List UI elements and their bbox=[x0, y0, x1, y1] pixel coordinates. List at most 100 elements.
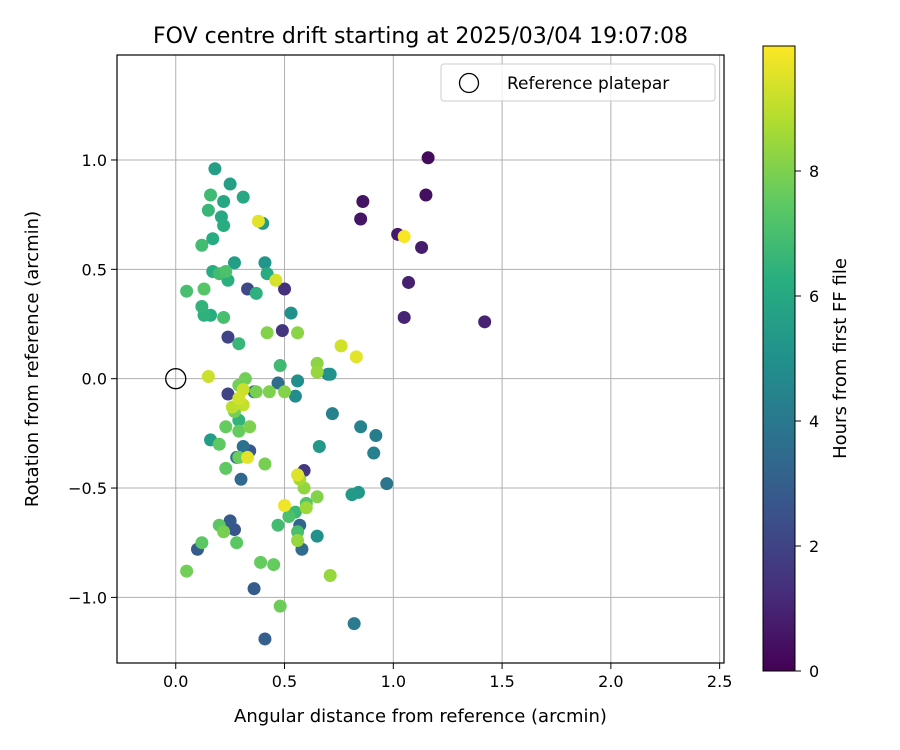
scatter-point bbox=[230, 536, 244, 550]
scatter-point bbox=[299, 501, 313, 515]
scatter-point bbox=[236, 439, 250, 453]
colorbar-tick-label: 4 bbox=[809, 412, 819, 431]
colorbar-tick-label: 0 bbox=[809, 662, 819, 681]
data-points bbox=[180, 151, 492, 646]
scatter-point bbox=[275, 324, 289, 338]
legend: Reference platepar bbox=[440, 63, 716, 102]
x-tick-label: 1.5 bbox=[489, 672, 514, 691]
scatter-point bbox=[258, 632, 272, 646]
scatter-point bbox=[249, 385, 263, 399]
scatter-point bbox=[251, 214, 265, 228]
scatter-point bbox=[354, 420, 368, 434]
scatter-point bbox=[415, 240, 429, 254]
scatter-point bbox=[334, 339, 348, 353]
x-axis-ticks: 0.0 0.5 1.0 1.5 2.0 2.5 bbox=[163, 663, 732, 691]
scatter-point bbox=[349, 350, 363, 364]
scatter-point bbox=[232, 424, 246, 438]
scatter-point bbox=[269, 273, 283, 287]
scatter-point bbox=[282, 509, 296, 523]
scatter-point bbox=[223, 177, 237, 191]
y-tick-label: 0.0 bbox=[82, 370, 107, 389]
scatter-point bbox=[397, 310, 411, 324]
scatter-point bbox=[421, 151, 435, 165]
scatter-point bbox=[369, 429, 383, 443]
scatter-point bbox=[273, 359, 287, 373]
legend-box bbox=[440, 63, 716, 102]
scatter-point bbox=[236, 190, 250, 204]
scatter-point bbox=[323, 569, 337, 583]
scatter-point bbox=[288, 389, 302, 403]
legend-marker-icon bbox=[458, 72, 480, 94]
scatter-point bbox=[310, 490, 324, 504]
scatter-point bbox=[223, 514, 237, 528]
scatter-point bbox=[227, 256, 241, 270]
scatter-point bbox=[291, 468, 305, 482]
scatter-point bbox=[201, 369, 215, 383]
grid bbox=[117, 55, 724, 663]
x-tick-label: 1.0 bbox=[381, 672, 406, 691]
scatter-point bbox=[258, 457, 272, 471]
scatter-point bbox=[219, 420, 233, 434]
colorbar-ticks: 0 2 4 6 8 bbox=[795, 162, 819, 681]
scatter-point bbox=[312, 439, 326, 453]
y-tick-label: −0.5 bbox=[68, 479, 107, 498]
scatter-point bbox=[367, 446, 381, 460]
colorbar-label: Hours from first FF file bbox=[830, 258, 851, 459]
y-tick-label: −1.0 bbox=[68, 588, 107, 607]
x-tick-label: 2.0 bbox=[598, 672, 623, 691]
scatter-point bbox=[195, 238, 209, 252]
x-axis-label: Angular distance from reference (arcmin) bbox=[234, 706, 607, 727]
scatter-point bbox=[206, 232, 220, 246]
x-tick-label: 0.5 bbox=[272, 672, 297, 691]
scatter-point bbox=[208, 162, 222, 176]
scatter-point bbox=[380, 477, 394, 491]
scatter-point bbox=[262, 385, 276, 399]
chart-title: FOV centre drift starting at 2025/03/04 … bbox=[153, 24, 688, 49]
scatter-point bbox=[347, 617, 361, 631]
scatter-point bbox=[241, 450, 255, 464]
scatter-point bbox=[219, 265, 233, 279]
scatter-point bbox=[284, 306, 298, 320]
scatter-point bbox=[310, 529, 324, 543]
colorbar-gradient bbox=[762, 45, 796, 672]
colorbar: 0 2 4 6 8 Hours from first FF file bbox=[762, 45, 851, 681]
y-axis-label: Rotation from reference (arcmin) bbox=[22, 211, 43, 507]
colorbar-tick-label: 2 bbox=[809, 537, 819, 556]
scatter-point bbox=[204, 188, 218, 202]
colorbar-tick-label: 8 bbox=[809, 162, 819, 181]
scatter-point bbox=[267, 558, 281, 572]
y-tick-label: 0.5 bbox=[82, 260, 107, 279]
scatter-point bbox=[221, 330, 235, 344]
y-axis-ticks: −1.0 −0.5 0.0 0.5 1.0 bbox=[68, 151, 117, 607]
scatter-point bbox=[217, 195, 231, 209]
scatter-point bbox=[478, 315, 492, 329]
scatter-point bbox=[219, 461, 233, 475]
scatter-point bbox=[238, 372, 252, 386]
scatter-point bbox=[323, 367, 337, 381]
scatter-point bbox=[260, 326, 274, 340]
scatter-point bbox=[419, 188, 433, 202]
scatter-point bbox=[273, 599, 287, 613]
scatter-point bbox=[258, 256, 272, 270]
scatter-point bbox=[249, 286, 263, 300]
scatter-point bbox=[195, 300, 209, 314]
scatter-point bbox=[310, 365, 324, 379]
scatter-point bbox=[325, 407, 339, 421]
scatter-point bbox=[180, 284, 194, 298]
scatter-point bbox=[217, 219, 231, 233]
scatter-point bbox=[232, 337, 246, 351]
scatter-point bbox=[195, 536, 209, 550]
scatter-point bbox=[345, 488, 359, 502]
scatter-point bbox=[278, 499, 292, 513]
scatter-point bbox=[254, 555, 268, 569]
scatter-point bbox=[217, 525, 231, 539]
scatter-point bbox=[217, 310, 231, 324]
scatter-point bbox=[291, 534, 305, 548]
scatter-point bbox=[271, 518, 285, 532]
scatter-point bbox=[402, 275, 416, 289]
y-tick-label: 1.0 bbox=[82, 151, 107, 170]
scatter-point bbox=[354, 212, 368, 226]
scatter-point bbox=[197, 282, 211, 296]
colorbar-tick-label: 6 bbox=[809, 287, 819, 306]
